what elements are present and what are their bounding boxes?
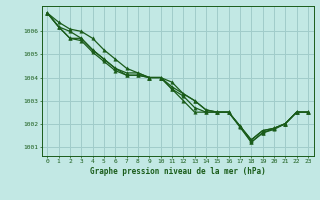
X-axis label: Graphe pression niveau de la mer (hPa): Graphe pression niveau de la mer (hPa) <box>90 167 266 176</box>
